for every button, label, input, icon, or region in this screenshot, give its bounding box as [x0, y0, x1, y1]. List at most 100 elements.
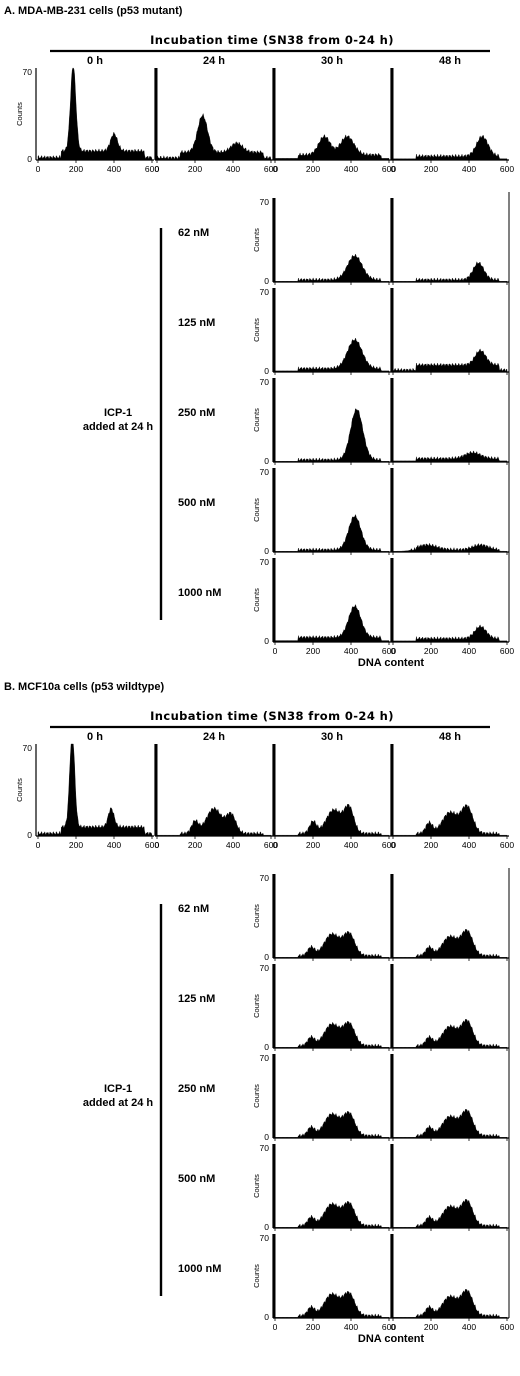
row1-30h-y-label: Counts	[252, 994, 261, 1018]
row2-30h-y-tick-label-min: 0	[264, 1132, 269, 1142]
row4-30h-histogram	[274, 1291, 390, 1319]
top-2-x-tick-label: 200	[306, 164, 320, 174]
top-3-histogram	[392, 804, 508, 837]
top-3-x-tick-label: 0	[391, 164, 396, 174]
row0-30h-y-tick-label-min: 0	[264, 952, 269, 962]
row4-30h-y-tick-label-max: 70	[260, 1233, 270, 1243]
top-2-x-tick-label: 0	[273, 164, 278, 174]
row3-30h-histogram	[274, 1201, 390, 1229]
top-0-histogram	[37, 67, 153, 161]
row3-30h-y-tick-label-max: 70	[260, 1143, 270, 1153]
row2-48h-histogram	[392, 1109, 508, 1139]
top-0-x-tick-label: 600	[145, 840, 159, 850]
top-1-x-tick-label: 400	[226, 840, 240, 850]
top-3-histogram	[392, 134, 508, 161]
row0-30h-y-tick-label-min: 0	[264, 276, 269, 286]
row0-48h-histogram	[392, 929, 508, 959]
row1-30h-histogram	[274, 337, 390, 373]
row3-30h-y-tick-label-min: 0	[264, 546, 269, 556]
concentration-label: 125 nM	[178, 993, 215, 1005]
row2-30h-y-tick-label-max: 70	[260, 1053, 270, 1063]
panel-B: B. MCF10a cells (p53 wildtype) Incubation…	[4, 681, 514, 1345]
concentration-label: 250 nM	[178, 1083, 215, 1095]
top-3-x-tick-label: 600	[500, 840, 514, 850]
row1-30h-y-tick-label-min: 0	[264, 366, 269, 376]
row4-48h-x-tick-label: 200	[424, 646, 438, 656]
row4-48h-histogram	[392, 624, 508, 643]
top-0-y-label: Counts	[15, 102, 24, 126]
row1-30h-histogram	[274, 1021, 390, 1049]
row1-48h-histogram	[392, 1019, 508, 1049]
row1-30h-y-tick-label-max: 70	[260, 963, 270, 973]
row4-30h-x-tick-label: 0	[273, 646, 278, 656]
top-1-x-tick-label: 600	[264, 840, 278, 850]
concentration-label: 1000 nM	[178, 1263, 221, 1275]
icp-label-line2: added at 24 h	[83, 1097, 154, 1109]
top-2-x-tick-label: 400	[344, 840, 358, 850]
row4-30h-y-tick-label-min: 0	[264, 1312, 269, 1322]
row3-30h-y-tick-label-max: 70	[260, 467, 270, 477]
concentration-label: 62 nM	[178, 903, 209, 915]
concentration-label: 500 nM	[178, 1173, 215, 1185]
row0-48h-histogram	[392, 261, 508, 283]
row4-48h-x-tick-label: 0	[391, 646, 396, 656]
top-2-x-tick-label: 400	[344, 164, 358, 174]
panel-A: A. MDA-MB-231 cells (p53 mutant) Incubati…	[4, 5, 514, 669]
icp-label-line2: added at 24 h	[83, 421, 154, 433]
top-3-x-tick-label: 200	[424, 840, 438, 850]
row4-30h-x-tick-label: 600	[382, 646, 396, 656]
top-1-x-tick-label: 200	[188, 840, 202, 850]
time-label: 48 h	[439, 55, 461, 67]
concentration-label: 1000 nM	[178, 587, 221, 599]
top-0-x-tick-label: 600	[145, 164, 159, 174]
top-1-histogram	[156, 112, 272, 161]
row2-30h-histogram	[274, 1111, 390, 1139]
top-0-x-tick-label: 200	[69, 840, 83, 850]
top-1-x-tick-label: 200	[188, 164, 202, 174]
row4-48h-x-tick-label: 400	[462, 646, 476, 656]
row1-30h-y-label: Counts	[252, 318, 261, 342]
top-3-x-tick-label: 400	[462, 840, 476, 850]
top-0-x-tick-label: 400	[107, 164, 121, 174]
top-0-histogram	[37, 743, 153, 837]
panel-title: A. MDA-MB-231 cells (p53 mutant)	[4, 5, 183, 17]
icp-label-line1: ICP-1	[104, 407, 132, 419]
panel-title: B. MCF10a cells (p53 wildtype)	[4, 681, 164, 693]
row4-30h-x-tick-label: 200	[306, 1322, 320, 1332]
row4-30h-x-tick-label: 400	[344, 1322, 358, 1332]
row3-30h-y-tick-label-min: 0	[264, 1222, 269, 1232]
row4-30h-y-tick-label-max: 70	[260, 557, 270, 567]
top-0-x-tick-label: 0	[36, 164, 41, 174]
top-1-x-tick-label: 0	[155, 840, 160, 850]
top-0-y-tick-label-max: 70	[23, 743, 33, 753]
top-2-x-tick-label: 200	[306, 840, 320, 850]
top-0-x-tick-label: 200	[69, 164, 83, 174]
row4-30h-x-tick-label: 400	[344, 646, 358, 656]
row1-30h-y-tick-label-max: 70	[260, 287, 270, 297]
row4-48h-x-tick-label: 400	[462, 1322, 476, 1332]
row1-48h-histogram	[392, 348, 508, 373]
row0-30h-y-tick-label-max: 70	[260, 197, 270, 207]
top-2-histogram	[274, 134, 390, 161]
top-2-histogram	[274, 803, 390, 837]
row0-30h-histogram	[274, 253, 390, 283]
top-3-x-tick-label: 200	[424, 164, 438, 174]
concentration-label: 500 nM	[178, 497, 215, 509]
time-label: 0 h	[87, 55, 103, 67]
row3-48h-histogram	[392, 542, 508, 553]
row2-30h-y-tick-label-min: 0	[264, 456, 269, 466]
concentration-label: 125 nM	[178, 317, 215, 329]
row3-48h-histogram	[392, 1199, 508, 1229]
row4-48h-x-tick-label: 600	[500, 646, 514, 656]
row4-30h-y-label: Counts	[252, 1264, 261, 1288]
row4-48h-x-tick-label: 0	[391, 1322, 396, 1332]
top-1-x-tick-label: 600	[264, 164, 278, 174]
time-label: 48 h	[439, 731, 461, 743]
row0-30h-y-label: Counts	[252, 904, 261, 928]
time-label: 30 h	[321, 731, 343, 743]
time-label: 24 h	[203, 55, 225, 67]
row4-30h-x-tick-label: 600	[382, 1322, 396, 1332]
x-axis-label: DNA content	[358, 1333, 425, 1345]
row2-30h-y-label: Counts	[252, 1084, 261, 1108]
row0-30h-y-tick-label-max: 70	[260, 873, 270, 883]
